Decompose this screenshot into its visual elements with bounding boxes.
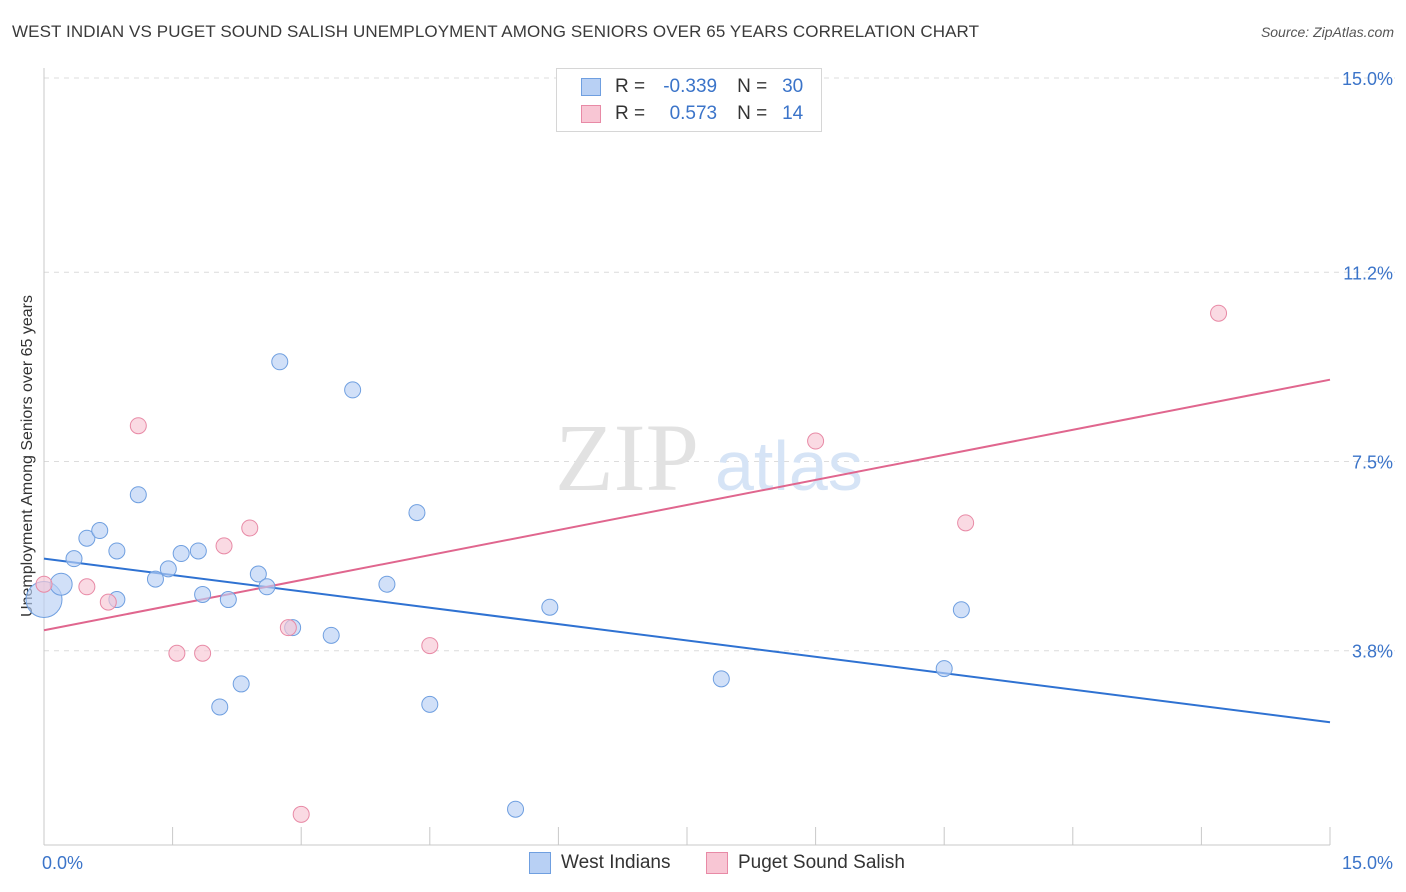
data-point (159, 560, 177, 578)
data-point (232, 675, 250, 693)
data-point (344, 381, 362, 399)
data-point (91, 522, 109, 540)
bottom-legend-label: West Indians (561, 852, 671, 873)
y-tick-label: 3.8% (1352, 642, 1393, 662)
data-point (168, 644, 186, 662)
x-tick-label: 15.0% (1342, 853, 1393, 873)
data-point (279, 619, 297, 637)
data-point (507, 800, 525, 818)
data-point (957, 514, 975, 532)
legend-n-value: 30 (782, 76, 804, 97)
source-label: Source: ZipAtlas.com (1260, 24, 1394, 40)
data-point (421, 695, 439, 713)
legend-r-label: R = (615, 76, 646, 97)
data-point (408, 504, 426, 522)
data-point (49, 572, 73, 596)
data-point (952, 601, 970, 619)
data-point (935, 660, 953, 678)
data-point (78, 529, 96, 547)
data-point (807, 432, 825, 450)
bottom-legend-swatch-west-indians (529, 852, 551, 874)
data-point (129, 486, 147, 504)
data-point (249, 565, 267, 583)
axes (43, 68, 1331, 846)
data-point (99, 593, 117, 611)
data-point (1210, 304, 1228, 322)
chart-title: WEST INDIAN VS PUGET SOUND SALISH UNEMPL… (12, 22, 980, 41)
bottom-legend-swatch-puget-sound-salish (706, 852, 728, 874)
trend-line (43, 378, 1331, 632)
data-point (292, 805, 310, 823)
legend-n-value: 14 (782, 103, 804, 124)
legend-row-puget-sound-salish: R = 0.573 N = 14 (581, 101, 803, 127)
data-point (271, 353, 289, 371)
trend-line (43, 557, 1331, 724)
data-point (78, 578, 96, 596)
watermark-atlas: atlas (715, 427, 863, 505)
data-points (25, 304, 1228, 823)
watermark-zip: ZIP (555, 404, 699, 511)
legend-r-value: 0.573 (669, 103, 718, 124)
bottom-legend-puget-sound-salish: Puget Sound Salish (706, 852, 905, 874)
data-point (541, 598, 559, 616)
bottom-legend-west-indians: West Indians (529, 852, 670, 874)
data-point (194, 585, 212, 603)
data-point (129, 417, 147, 435)
data-point (241, 519, 259, 537)
data-point (189, 542, 207, 560)
legend-swatch-west-indians (581, 78, 601, 96)
gridlines (44, 77, 1395, 652)
data-point (65, 550, 83, 568)
bottom-legend-label: Puget Sound Salish (738, 852, 905, 873)
data-point (108, 542, 126, 560)
trend-lines (43, 378, 1331, 724)
legend-r-value: -0.339 (663, 76, 718, 97)
data-point (194, 644, 212, 662)
y-tick-label: 15.0% (1342, 69, 1393, 89)
legend-n-label: N = (737, 76, 768, 97)
data-point (712, 670, 730, 688)
legend-n-label: N = (737, 103, 768, 124)
data-point (421, 637, 439, 655)
tick-labels: 3.8% 7.5% 11.2% 15.0% 0.0% 15.0% (42, 69, 1393, 873)
data-point (378, 575, 396, 593)
data-point (211, 698, 229, 716)
correlation-legend: R = -0.339 N = 30 R = 0.573 N = 14 (556, 68, 822, 132)
data-point (219, 591, 237, 609)
legend-r-label: R = (615, 103, 646, 124)
legend-swatch-puget-sound-salish (581, 105, 601, 123)
data-point (35, 575, 53, 593)
data-point (215, 537, 233, 555)
y-tick-label: 11.2% (1343, 263, 1393, 283)
x-tick-label: 0.0% (42, 853, 83, 873)
data-point (258, 578, 276, 596)
y-tick-label: 7.5% (1352, 453, 1393, 473)
data-point (172, 545, 190, 563)
data-point (146, 570, 164, 588)
data-point (322, 626, 340, 644)
legend-row-west-indians: R = -0.339 N = 30 (581, 74, 803, 100)
watermark: ZIP atlas (555, 404, 863, 511)
